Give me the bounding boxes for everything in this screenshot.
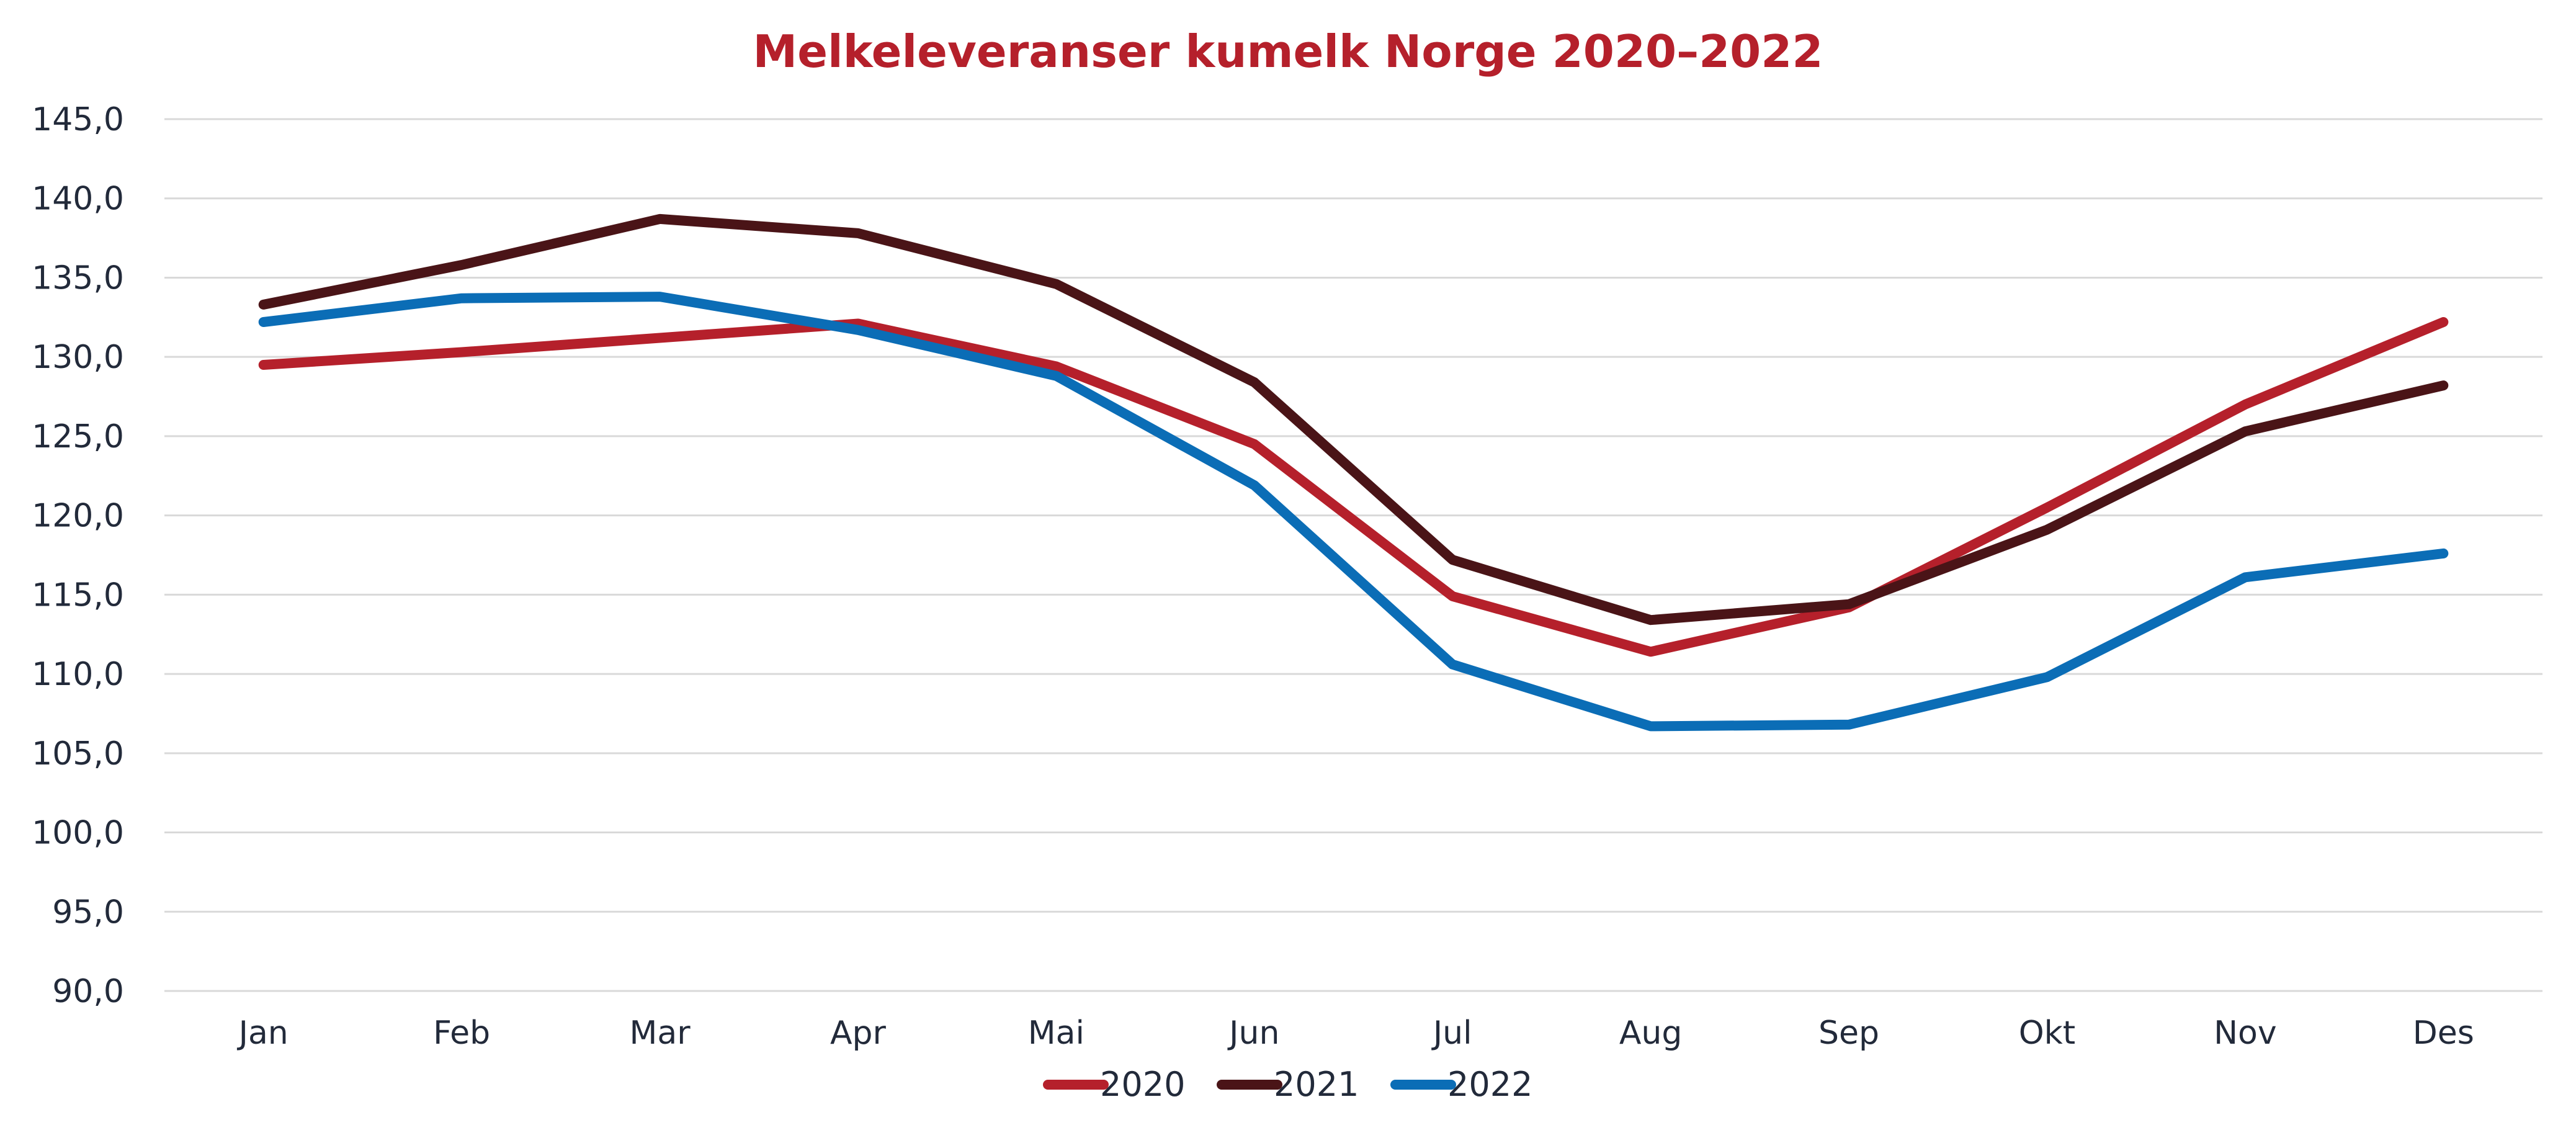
y-tick-label: 125,0 (32, 418, 124, 455)
x-axis: Jan Feb Mar Apr Mai Jun Jul Aug Sep Okt Nov Des (237, 1015, 2474, 1052)
series-line-2020 (258, 317, 2449, 657)
y-tick-label: 95,0 (52, 894, 124, 931)
x-tick-label: Jul (1431, 1015, 1472, 1052)
x-tick-label: Feb (433, 1015, 490, 1052)
x-tick-label: Des (2413, 1015, 2474, 1052)
x-tick-label: Sep (1818, 1015, 1879, 1052)
x-tick-label: Nov (2214, 1015, 2277, 1052)
x-tick-label: Jan (237, 1015, 288, 1052)
y-axis: 90,0 95,0 100,0 105,0 110,0 115,0 120,0 125,0 13… (32, 101, 124, 1010)
x-tick-label: Aug (1619, 1015, 1683, 1052)
y-tick-label: 90,0 (52, 973, 124, 1010)
y-tick-label: 105,0 (32, 735, 124, 773)
y-tick-label: 135,0 (32, 259, 124, 297)
series-line-2022 (258, 292, 2449, 732)
legend: 2020 2021 2022 (1043, 1065, 1532, 1104)
y-tick-label: 130,0 (32, 339, 124, 376)
chart-title: Melkeleveranser kumelk Norge 2020–2022 (753, 25, 1823, 78)
y-tick-label: 100,0 (32, 815, 124, 852)
y-tick-label: 140,0 (32, 181, 124, 218)
legend-label: 2021 (1274, 1065, 1359, 1104)
y-tick-label: 145,0 (32, 101, 124, 138)
y-tick-label: 110,0 (32, 656, 124, 693)
gridlines (164, 118, 2542, 992)
x-tick-label: Okt (2019, 1015, 2075, 1052)
x-tick-label: Jun (1227, 1015, 1279, 1052)
series-lines (258, 213, 2449, 732)
legend-label: 2022 (1447, 1065, 1532, 1104)
y-tick-label: 120,0 (32, 498, 124, 535)
x-tick-label: Mai (1028, 1015, 1085, 1052)
y-tick-label: 115,0 (32, 576, 124, 614)
x-tick-label: Mar (629, 1015, 691, 1052)
series-line-2021 (258, 213, 2449, 625)
x-tick-label: Apr (830, 1015, 887, 1052)
legend-label: 2020 (1100, 1065, 1185, 1104)
